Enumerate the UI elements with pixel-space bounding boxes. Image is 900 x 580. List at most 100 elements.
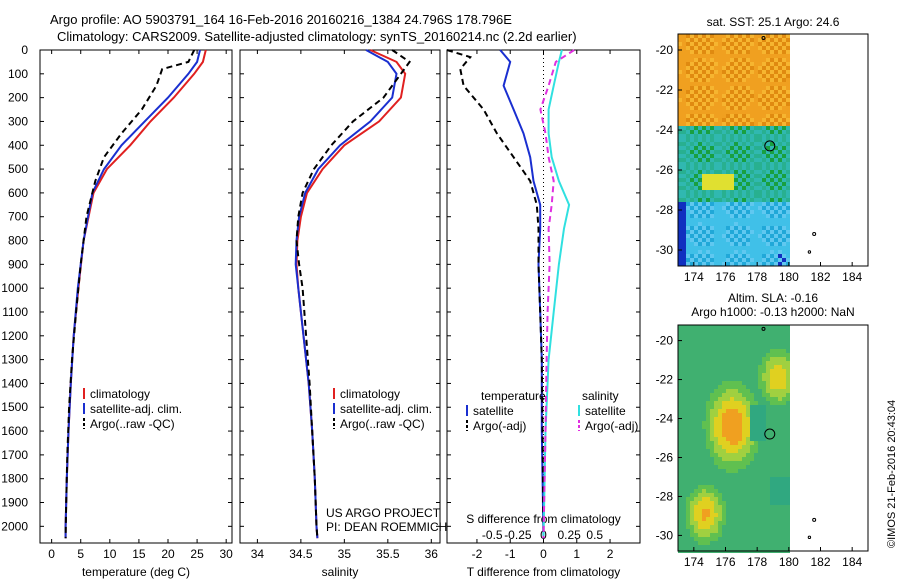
- map-cell: [778, 345, 782, 349]
- map-cell: [770, 106, 774, 110]
- x-axis-label: salinity: [322, 565, 359, 579]
- map-cell: [734, 122, 738, 126]
- map-y-tick-label: -26: [656, 450, 674, 464]
- map-cell: [710, 66, 714, 70]
- map-cell: [766, 150, 770, 154]
- map-cell: [762, 405, 766, 409]
- map-cell: [678, 138, 682, 142]
- map-cell: [746, 489, 750, 493]
- map-cell: [762, 453, 766, 457]
- map-cell: [750, 525, 754, 529]
- map-cell: [722, 493, 726, 497]
- series-line-0: [64, 49, 207, 539]
- map-cell: [730, 202, 734, 206]
- map-cell: [782, 66, 786, 70]
- map-cell: [698, 238, 702, 242]
- map-cell: [702, 333, 706, 337]
- map-cell: [714, 262, 718, 266]
- map-cell: [706, 497, 710, 501]
- map-cell: [746, 345, 750, 349]
- map-cell: [718, 134, 722, 138]
- map-cell: [762, 58, 766, 62]
- map-cell: [786, 42, 790, 46]
- map-cell: [786, 222, 790, 226]
- map-cell: [718, 365, 722, 369]
- map-cell: [782, 218, 786, 222]
- map-cell: [746, 226, 750, 230]
- map-cell: [758, 202, 762, 206]
- map-cell: [766, 218, 770, 222]
- map-cell: [758, 413, 762, 417]
- map-cell: [750, 150, 754, 154]
- map-cell: [726, 545, 730, 549]
- map-cell: [698, 413, 702, 417]
- map-cell: [754, 170, 758, 174]
- map-cell: [786, 481, 790, 485]
- map-cell: [718, 262, 722, 266]
- map-cell: [786, 545, 790, 549]
- map-cell: [738, 505, 742, 509]
- map-cell: [766, 401, 770, 405]
- map-cell: [706, 130, 710, 134]
- map-cell: [754, 449, 758, 453]
- map-cell: [710, 513, 714, 517]
- map-cell: [762, 246, 766, 250]
- map-cell: [782, 341, 786, 345]
- map-cell: [710, 34, 714, 38]
- map-cell: [738, 525, 742, 529]
- map-cell: [710, 134, 714, 138]
- map-cell: [758, 505, 762, 509]
- map-cell: [786, 38, 790, 42]
- map-cell: [734, 329, 738, 333]
- map-cell: [698, 385, 702, 389]
- map-cell: [722, 210, 726, 214]
- map-cell: [702, 409, 706, 413]
- map-cell: [710, 541, 714, 545]
- map-cell: [686, 198, 690, 202]
- map-cell: [766, 473, 770, 477]
- map-cell: [766, 54, 770, 58]
- map-x-tick-label: 182: [810, 270, 830, 284]
- map-cell: [722, 433, 726, 437]
- map-cell: [702, 146, 706, 150]
- map-cell: [770, 90, 774, 94]
- map-cell: [730, 513, 734, 517]
- map-cell: [682, 485, 686, 489]
- map-cell: [702, 138, 706, 142]
- map-cell: [686, 489, 690, 493]
- map-cell: [730, 210, 734, 214]
- map-cell: [770, 242, 774, 246]
- map-cell: [694, 397, 698, 401]
- map-cell: [766, 142, 770, 146]
- map-cell: [702, 533, 706, 537]
- map-cell: [766, 254, 770, 258]
- map-cell: [722, 349, 726, 353]
- map-cell: [698, 329, 702, 333]
- map-cell: [726, 397, 730, 401]
- map-cell: [694, 146, 698, 150]
- map-cell: [774, 130, 778, 134]
- map-cell: [726, 333, 730, 337]
- map-cell: [766, 497, 770, 501]
- map-cell: [730, 537, 734, 541]
- map-cell: [690, 497, 694, 501]
- map-cell: [738, 246, 742, 250]
- map-cell: [686, 134, 690, 138]
- series-line-2: [64, 49, 196, 539]
- map-cell: [678, 94, 682, 98]
- legend-label: Argo(..raw -QC): [340, 417, 425, 431]
- map-cell: [742, 170, 746, 174]
- map-cell: [750, 425, 754, 429]
- map-cell: [758, 329, 762, 333]
- map-cell: [754, 433, 758, 437]
- map-cell: [762, 361, 766, 365]
- map-cell: [782, 182, 786, 186]
- map-cell: [786, 130, 790, 134]
- map-cell: [690, 210, 694, 214]
- map-cell: [770, 258, 774, 262]
- map-cell: [734, 150, 738, 154]
- map-cell: [698, 90, 702, 94]
- map-cell: [742, 477, 746, 481]
- map-cell: [774, 178, 778, 182]
- map-cell: [738, 457, 742, 461]
